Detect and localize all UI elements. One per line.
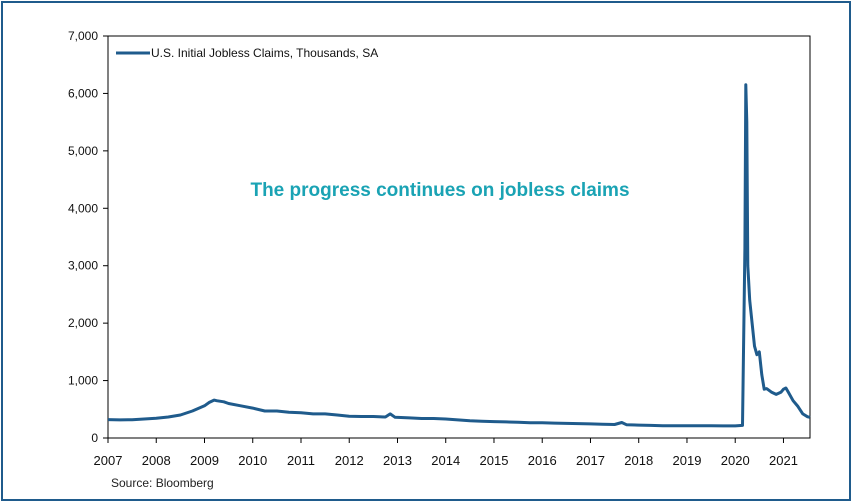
x-tick-label: 2011 [287, 453, 315, 468]
x-tick-label: 2013 [383, 453, 412, 468]
x-tick-label: 2021 [769, 453, 798, 468]
y-tick-label: 2,000 [68, 316, 98, 330]
y-tick-label: 0 [91, 431, 98, 445]
y-tick-label: 7,000 [68, 29, 98, 43]
x-axis-ticks: 2007 2008 2009 2010 2011 2012 2013 2014 2015 2016… [94, 438, 798, 468]
x-tick-label: 2019 [673, 453, 702, 468]
y-tick-label: 3,000 [68, 259, 98, 273]
y-tick-label: 6,000 [68, 86, 98, 100]
source-note: Source: Bloomberg [111, 476, 214, 490]
x-tick-label: 2016 [528, 453, 557, 468]
y-tick-label: 5,000 [68, 144, 98, 158]
y-tick-label: 1,000 [68, 374, 98, 388]
x-tick-label: 2014 [431, 453, 460, 468]
x-tick-label: 2007 [94, 453, 123, 468]
y-axis-ticks: 0 1,000 2,000 3,000 4,000 5,000 6,000 7,000 [68, 29, 108, 445]
x-tick-label: 2009 [190, 453, 219, 468]
series-line-jobless-claims [107, 83, 811, 428]
y-tick-label: 4,000 [68, 201, 98, 215]
chart-title: The progress continues on jobless claims [250, 180, 629, 201]
x-tick-label: 2015 [480, 453, 509, 468]
x-tick-label: 2017 [576, 453, 605, 468]
x-tick-label: 2008 [142, 453, 171, 468]
legend-label: U.S. Initial Jobless Claims, Thousands, … [151, 46, 378, 60]
plot-area-border [107, 35, 811, 439]
x-tick-label: 2012 [335, 453, 364, 468]
x-tick-label: 2010 [238, 453, 267, 468]
x-tick-label: 2018 [624, 453, 653, 468]
x-tick-label: 2020 [721, 453, 750, 468]
